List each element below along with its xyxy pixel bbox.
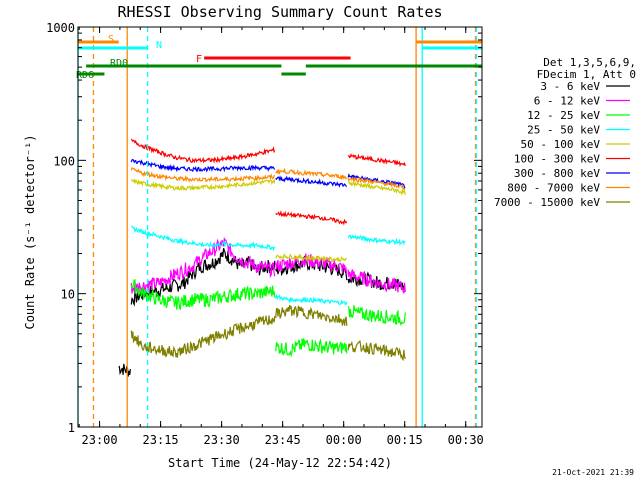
legend: Det 1,3,5,6,9,FDecim 1, Att 03 - 6 keV 6 … (494, 56, 636, 209)
x-tick-label-0: 23:00 (82, 433, 118, 447)
series-layer (118, 138, 406, 377)
flag-n-label: N (156, 40, 162, 51)
y-tick-label-0: 1 (68, 421, 75, 435)
series-line-1-seg-0 (130, 236, 276, 294)
legend-label-6: 300 - 800 keV (514, 167, 600, 180)
flag-bars: S N F RD0 RD6 (76, 34, 482, 81)
flag-f-label: F (196, 54, 202, 65)
x-tick-label-5: 00:15 (387, 433, 423, 447)
series-line-7-seg-0 (130, 167, 275, 183)
series-line-2-seg-2 (347, 305, 406, 327)
legend-label-0: 3 - 6 keV (540, 80, 600, 93)
series-line-3-seg-2 (347, 234, 406, 246)
legend-header-1: FDecim 1, Att 0 (537, 68, 636, 81)
series-line-8-seg-2 (347, 339, 406, 362)
plot-frame (77, 26, 483, 428)
legend-header-0: Det 1,3,5,6,9, (543, 56, 636, 69)
series-line-1-seg-2 (347, 269, 406, 294)
legend-label-5: 100 - 300 keV (514, 153, 600, 166)
legend-label-2: 12 - 25 keV (527, 109, 600, 122)
flag-rd6-label: RD6 (76, 70, 94, 81)
series-line-3-seg-1 (275, 293, 348, 306)
y-tick-label-2: 100 (53, 154, 75, 168)
series-line-7-seg-1 (275, 167, 348, 181)
y-axis-label: Count Rate (s⁻¹ detector⁻¹) (23, 134, 37, 329)
series-line-2-seg-0 (130, 279, 276, 311)
y-tick-label-1: 10 (61, 288, 75, 302)
series-line-5-seg-0 (130, 138, 276, 164)
series-line-0-seg-0 (118, 363, 131, 377)
axes: 23:00 23:15 23:30 23:45 00:00 00:15 00:30 1 10 10… (46, 21, 484, 447)
y-tick-label-3: 1000 (46, 21, 75, 35)
x-tick-label-2: 23:30 (204, 433, 240, 447)
series-line-5-seg-1 (275, 209, 348, 226)
legend-label-4: 50 - 100 keV (521, 138, 601, 151)
series-line-3-seg-0 (131, 225, 276, 252)
x-tick-label-6: 00:30 (448, 433, 484, 447)
series-line-6-seg-1 (275, 175, 348, 188)
x-tick-label-1: 23:15 (143, 433, 179, 447)
vertical-markers (77, 27, 477, 427)
legend-label-1: 6 - 12 keV (534, 95, 601, 108)
legend-label-3: 25 - 50 keV (527, 124, 600, 137)
series-line-4-seg-0 (130, 178, 276, 192)
legend-label-8: 7000 - 15000 keV (494, 196, 600, 209)
legend-label-7: 800 - 7000 keV (507, 182, 600, 195)
series-line-5-seg-2 (347, 153, 406, 167)
series-line-4-seg-2 (348, 181, 406, 196)
x-tick-label-3: 23:45 (265, 433, 301, 447)
x-axis-label: Start Time (24-May-12 22:54:42) (168, 456, 392, 470)
series-line-7-seg-2 (347, 176, 406, 190)
series-line-4-seg-1 (275, 253, 348, 263)
series-line-0-seg-1 (130, 248, 276, 307)
series-line-8-seg-1 (275, 304, 348, 326)
flag-rd0-label: RD0 (110, 58, 128, 69)
series-line-2-seg-1 (275, 338, 348, 358)
series-line-8-seg-0 (130, 315, 276, 358)
flag-s-label: S (108, 34, 114, 45)
series-line-6-seg-0 (130, 158, 276, 173)
chart-title: RHESSI Observing Summary Count Rates (117, 3, 442, 21)
timestamp: 21-Oct-2021 21:39 (552, 468, 634, 477)
x-tick-label-4: 00:00 (326, 433, 362, 447)
